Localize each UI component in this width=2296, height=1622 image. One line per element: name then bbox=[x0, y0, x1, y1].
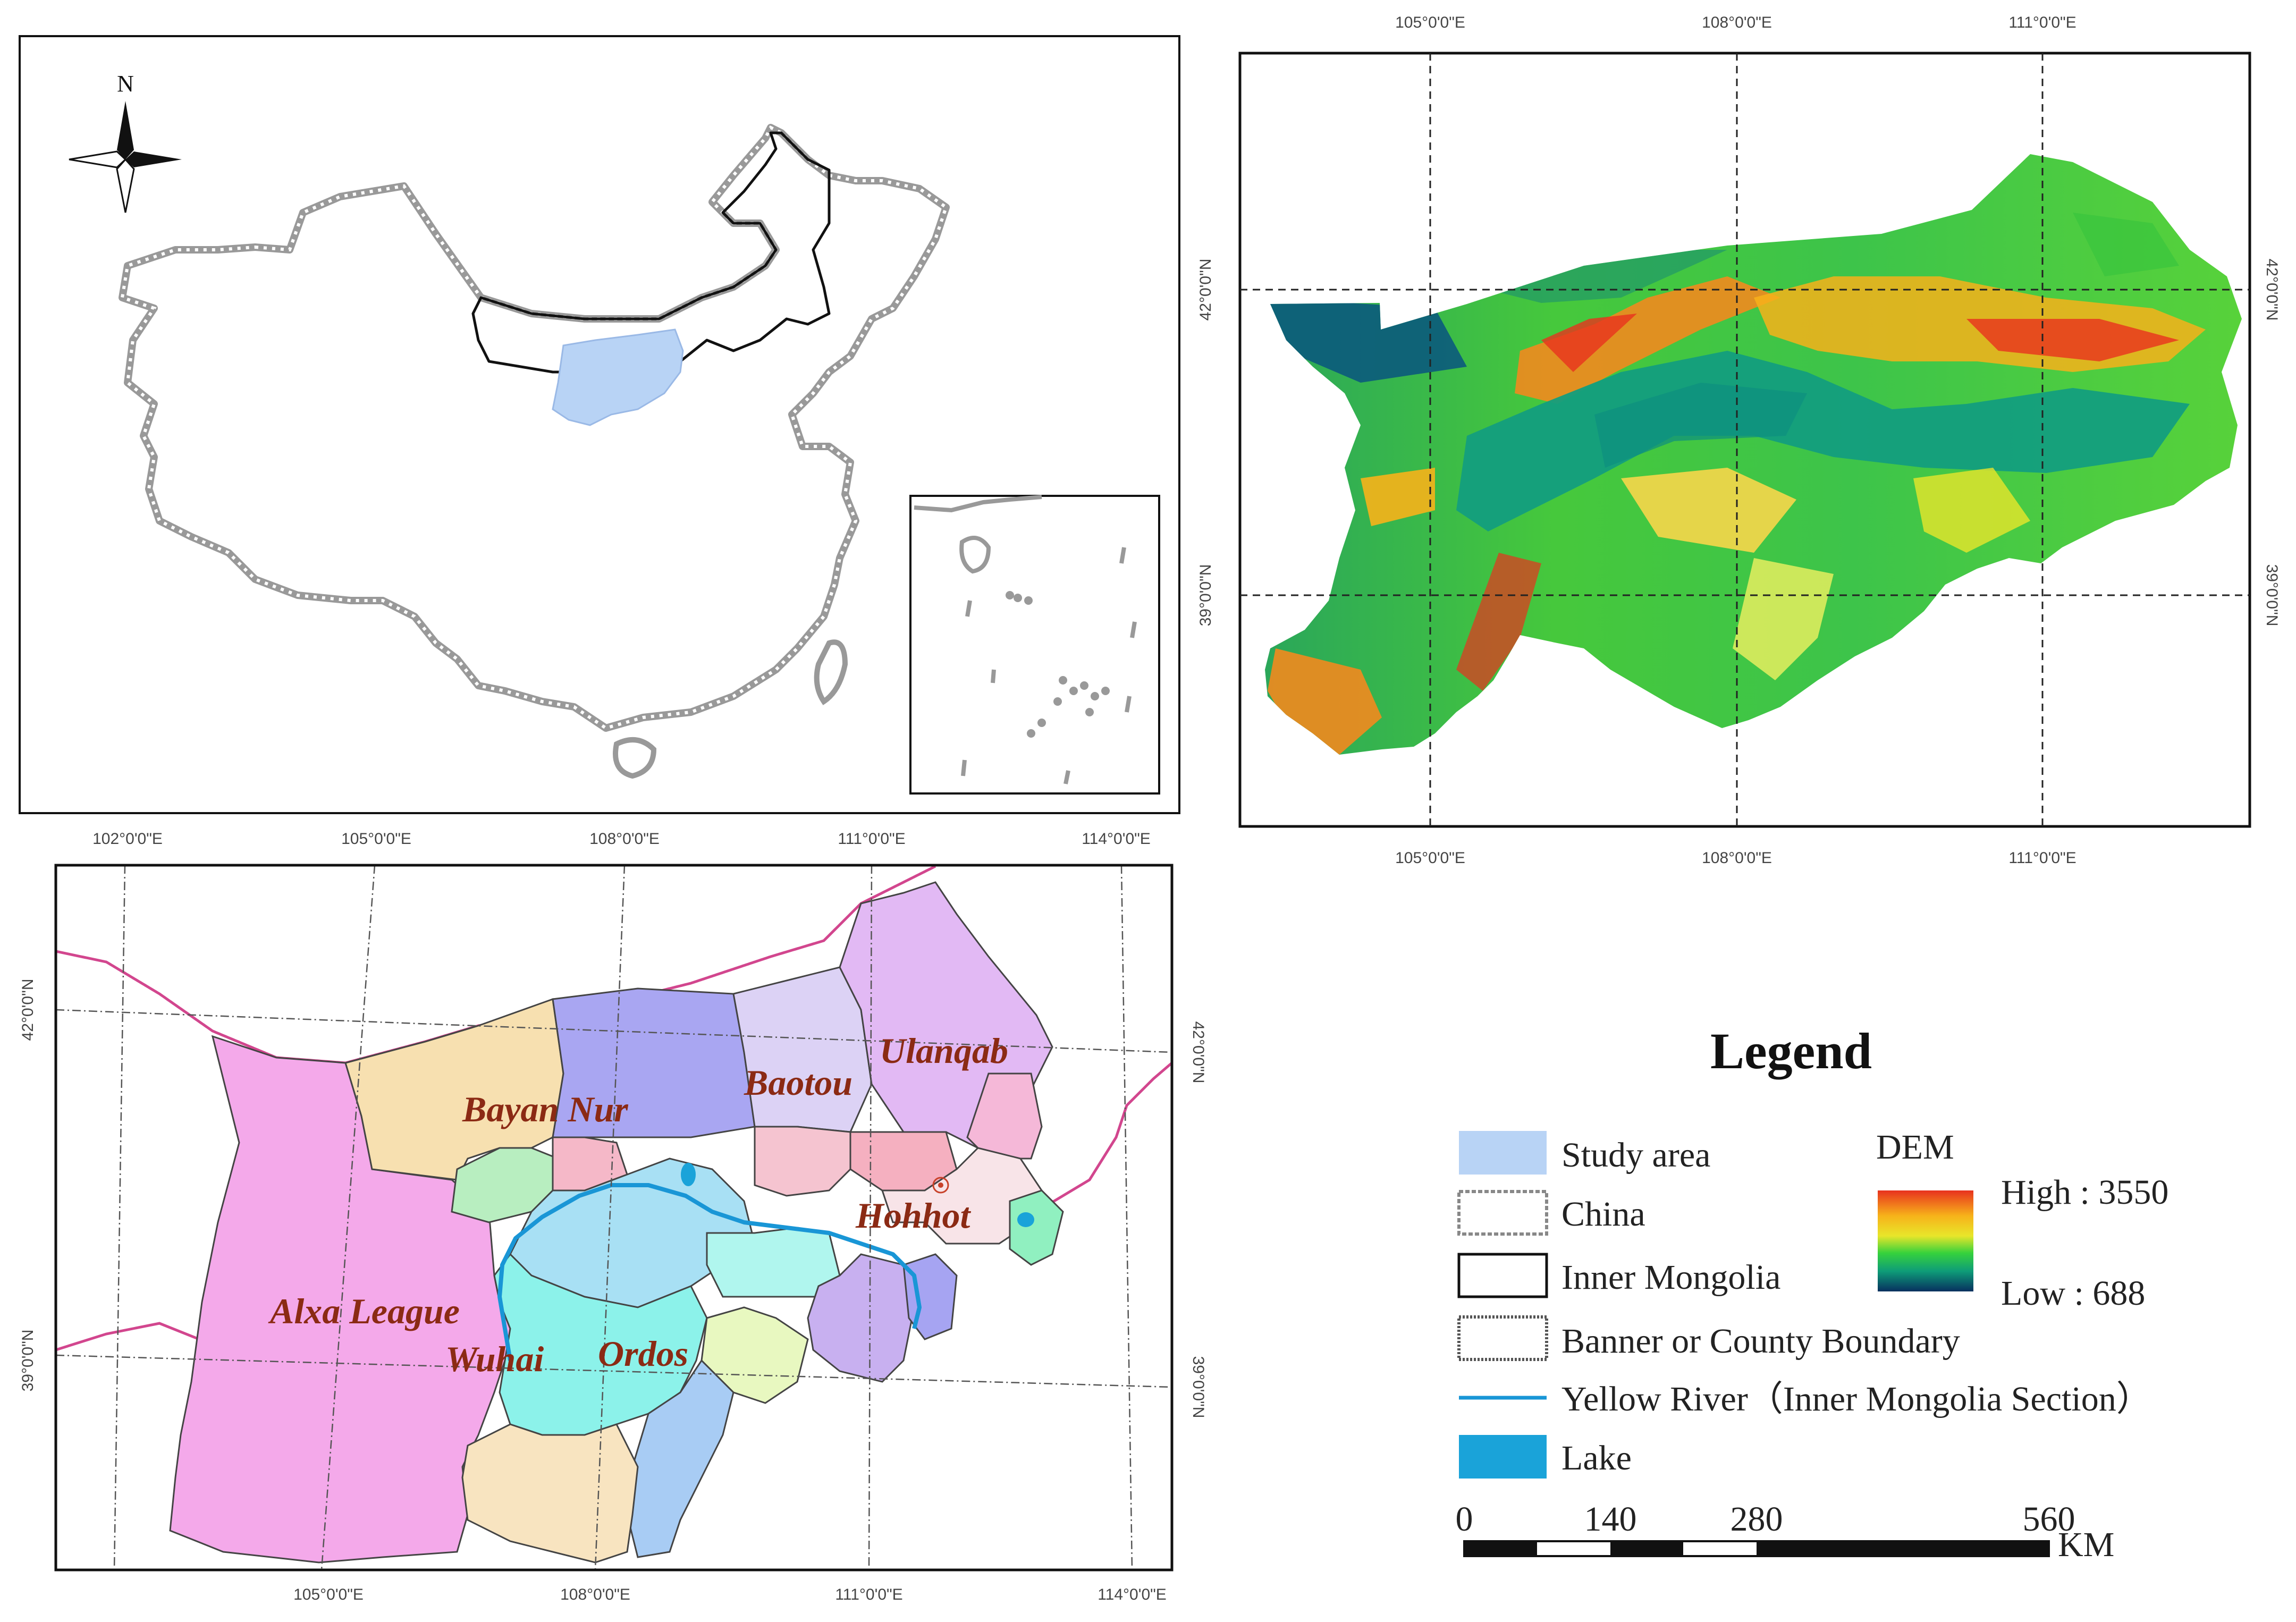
legend-river: Yellow River（Inner Mongolia Section） bbox=[1561, 1380, 2151, 1418]
admin-top-tick-1: 102°0'0"E bbox=[92, 830, 163, 848]
legend-dem-high: High : 3550 bbox=[2001, 1173, 2168, 1212]
region-east-green bbox=[1009, 1189, 1064, 1266]
admin-panel-border bbox=[54, 864, 1174, 1572]
legend-swatch-inner-mongolia bbox=[1457, 1253, 1548, 1298]
legend-dem-colorbar bbox=[1878, 1190, 1973, 1291]
admin-left-tick-2: 39°0'0"N bbox=[19, 1330, 37, 1392]
admin-right-tick-2: 39°0'0"N bbox=[1189, 1356, 1207, 1418]
scale-tick-560: 560 bbox=[2023, 1500, 2075, 1539]
dem-bottom-tick-3: 111°0'0"E bbox=[2008, 849, 2076, 867]
region-baotou-west bbox=[552, 987, 756, 1138]
region-ulanqab-east bbox=[966, 1072, 1043, 1160]
south-china-sea-inset bbox=[909, 495, 1160, 795]
region-center-lilac bbox=[807, 1253, 915, 1383]
legend-banner: Banner or County Boundary bbox=[1561, 1322, 1960, 1361]
admin-right-tick-1: 42°0'0"N bbox=[1189, 1021, 1207, 1084]
label-ordos: Ordos bbox=[598, 1333, 688, 1374]
legend-dem-title: DEM bbox=[1876, 1128, 1954, 1167]
admin-panel: Bayan Nur Baotou Ulanqab Hohhot Alxa Lea… bbox=[19, 830, 1207, 1603]
admin-left-tick-1: 42°0'0"N bbox=[19, 979, 37, 1041]
hainan-island bbox=[613, 737, 657, 779]
dem-left-tick-1: 42°0'0"N bbox=[1197, 259, 1214, 321]
lake-1 bbox=[681, 1163, 696, 1186]
dem-top-tick-3: 111°0'0"E bbox=[2008, 14, 2076, 31]
taiwan-island bbox=[814, 639, 848, 705]
inset-dashes bbox=[961, 547, 1137, 784]
inset-island bbox=[959, 536, 991, 574]
dem-top-tick-1: 105°0'0"E bbox=[1395, 14, 1465, 31]
province-boundary-east bbox=[1035, 1062, 1172, 1213]
dem-graticule bbox=[1240, 53, 2250, 826]
region-baotou bbox=[732, 966, 873, 1133]
legend-swatch-study-area bbox=[1459, 1131, 1547, 1175]
legend-dem-low: Low : 688 bbox=[2001, 1274, 2145, 1313]
label-bayan-nur: Bayan Nur bbox=[462, 1089, 628, 1129]
label-baotou: Baotou bbox=[744, 1062, 852, 1103]
admin-bottom-tick-3: 111°0'0"E bbox=[835, 1586, 902, 1603]
hohhot-marker bbox=[932, 1177, 949, 1194]
scale-tick-280: 280 bbox=[1731, 1500, 1783, 1539]
admin-bottom-tick-2: 108°0'0"E bbox=[560, 1586, 630, 1603]
admin-top-tick-4: 111°0'0"E bbox=[838, 830, 905, 848]
scale-unit: KM bbox=[2058, 1525, 2114, 1564]
legend-study-area: Study area bbox=[1561, 1136, 1710, 1175]
admin-bottom-tick-1: 105°0'0"E bbox=[293, 1586, 364, 1603]
admin-bottom-tick-4: 114°0'0"E bbox=[1098, 1586, 1167, 1603]
dem-right-tick-2: 39°0'0"N bbox=[2263, 564, 2281, 627]
lake-2 bbox=[1017, 1212, 1034, 1227]
inset-islets bbox=[1006, 591, 1110, 738]
legend-swatch-lake bbox=[1459, 1435, 1547, 1479]
dem-right-tick-1: 42°0'0"N bbox=[2263, 259, 2281, 321]
admin-top-tick-2: 105°0'0"E bbox=[341, 830, 411, 848]
inset-frame bbox=[909, 495, 1160, 795]
region-ordos-sw bbox=[461, 1423, 639, 1564]
china-overview-panel: N bbox=[19, 35, 1180, 814]
label-wuhai: Wuhai bbox=[445, 1339, 544, 1379]
legend-lake: Lake bbox=[1561, 1439, 1632, 1477]
admin-top-tick-5: 114°0'0"E bbox=[1082, 830, 1151, 848]
label-alxa: Alxa League bbox=[268, 1291, 460, 1331]
yellow-river bbox=[497, 1183, 922, 1361]
dem-panel: 105°0'0"E 108°0'0"E 111°0'0"E 105°0'0"E … bbox=[1197, 14, 2281, 867]
scale-tick-140: 140 bbox=[1584, 1500, 1637, 1539]
legend: Legend Study area China Inner Mongolia B… bbox=[1456, 1023, 2169, 1564]
label-hohhot: Hohhot bbox=[855, 1195, 972, 1236]
north-arrow: N bbox=[69, 71, 182, 213]
legend-swatch-banner bbox=[1457, 1315, 1548, 1361]
dem-bottom-tick-2: 108°0'0"E bbox=[1702, 849, 1772, 867]
north-arrow-icon bbox=[117, 101, 134, 159]
scale-tick-0: 0 bbox=[1456, 1500, 1473, 1539]
north-label: N bbox=[117, 71, 134, 97]
label-ulanqab: Ulanqab bbox=[880, 1030, 1008, 1071]
scale-bar: 0 140 280 560 KM bbox=[1456, 1500, 2115, 1564]
legend-china: China bbox=[1561, 1195, 1645, 1234]
dem-bottom-tick-1: 105°0'0"E bbox=[1395, 849, 1465, 867]
admin-top-tick-3: 108°0'0"E bbox=[589, 830, 660, 848]
study-area-highlight bbox=[552, 328, 684, 426]
dem-left-tick-2: 39°0'0"N bbox=[1197, 564, 1214, 627]
legend-title: Legend bbox=[1710, 1023, 1872, 1079]
region-center-b bbox=[754, 1126, 851, 1197]
legend-swatch-china bbox=[1457, 1190, 1548, 1236]
admin-graticule bbox=[56, 865, 1172, 1570]
legend-inner-mongolia: Inner Mongolia bbox=[1561, 1258, 1780, 1297]
dem-top-tick-2: 108°0'0"E bbox=[1702, 14, 1772, 31]
inset-coastline bbox=[914, 495, 1042, 513]
admin-map: Bayan Nur Baotou Ulanqab Hohhot Alxa Lea… bbox=[56, 865, 1172, 1570]
